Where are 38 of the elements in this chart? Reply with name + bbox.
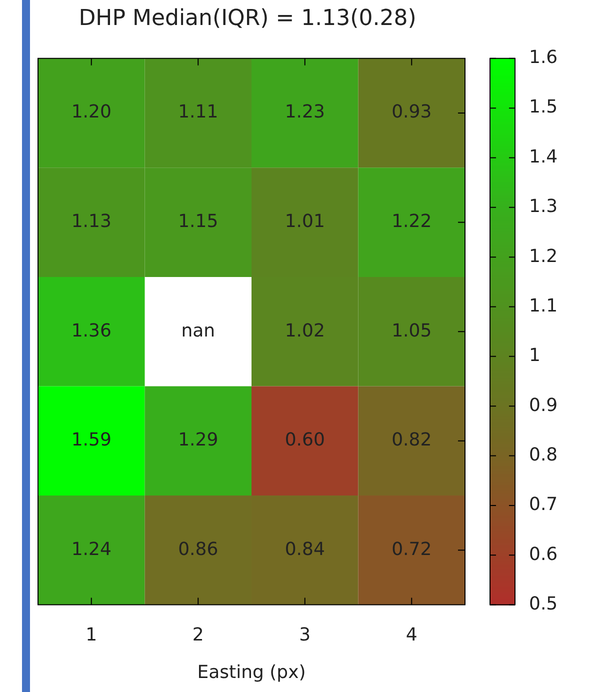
x-axis-title: Easting (px) [197, 662, 306, 683]
data-label: 0.60 [284, 430, 325, 451]
color-bar-label: 1.4 [529, 146, 558, 168]
data-label: 1.29 [178, 430, 218, 451]
data-label: 0.84 [284, 538, 325, 560]
data-label: 1.23 [284, 102, 325, 123]
color-bar-label: 1.5 [529, 96, 558, 118]
data-label: 1.05 [392, 320, 432, 342]
data-label: 1.36 [71, 320, 112, 342]
color-bar-label: 0.9 [529, 394, 558, 416]
color-bar-label: 1 [529, 345, 540, 366]
data-label: 1.11 [178, 102, 218, 123]
data-label: 1.01 [284, 210, 325, 232]
data-label: 0.82 [392, 430, 432, 451]
x-tick-label: 1 [86, 624, 98, 646]
color-bar-label: 1.6 [529, 47, 558, 68]
x-tick-label: 3 [299, 624, 311, 646]
data-label: 1.24 [71, 538, 112, 560]
data-label: 1.20 [71, 102, 112, 123]
data-label: 1.02 [284, 320, 325, 342]
color-bar-label: 0.8 [529, 444, 558, 466]
color-bar-label: 0.7 [529, 494, 558, 516]
data-label: 0.86 [178, 538, 218, 560]
x-tick-label: 2 [192, 624, 204, 646]
chart-title: DHP Median(IQR) = 1.13(0.28) [78, 6, 416, 31]
color-bar-label: 1.1 [529, 295, 558, 316]
data-label: 0.93 [392, 102, 432, 123]
text: nan [181, 320, 216, 342]
color-bar-label: 1.2 [529, 246, 558, 267]
color-bar-label: 0.5 [529, 593, 558, 614]
data-label: 1.59 [71, 430, 112, 451]
data-label: 0.72 [392, 538, 432, 560]
color-bar-label: 1.3 [529, 196, 558, 218]
data-label: 1.22 [392, 210, 432, 232]
x-tick-label: 4 [406, 624, 418, 646]
data-label: 1.15 [178, 210, 218, 232]
color-bar-label: 0.6 [529, 544, 558, 565]
data-label: 1.13 [71, 210, 112, 232]
